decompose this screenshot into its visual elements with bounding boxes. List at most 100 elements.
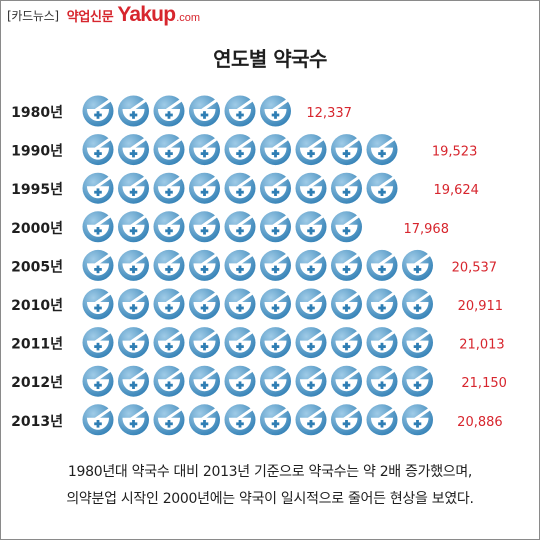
pharmacy-mortar-icon xyxy=(153,365,185,398)
pharmacy-mortar-icon xyxy=(224,95,256,127)
pharmacy-mortar-icon xyxy=(366,249,398,282)
pharmacy-mortar-icon xyxy=(330,288,363,320)
value-label: 20,911 xyxy=(458,299,504,314)
pharmacy-mortar-icon xyxy=(366,172,398,205)
pharmacy-mortar-icon xyxy=(153,95,185,127)
pharmacy-mortar-icon xyxy=(330,326,363,359)
value-label: 19,624 xyxy=(433,183,479,198)
pharmacy-mortar-icon xyxy=(259,172,292,205)
pharmacy-mortar-icon xyxy=(153,288,185,320)
pharmacy-mortar-icon xyxy=(366,133,398,166)
row-label: 1980년 xyxy=(11,105,63,121)
row-label: 2000년 xyxy=(11,221,63,237)
pharmacy-mortar-icon xyxy=(401,326,434,359)
pharmacy-mortar-icon xyxy=(330,133,363,166)
pharmacy-mortar-icon xyxy=(153,210,185,243)
pharmacy-mortar-icon xyxy=(295,249,327,282)
card-news-tag: [카드뉴스] xyxy=(7,8,59,23)
row-label: 2012년 xyxy=(11,375,63,391)
pharmacy-mortar-icon xyxy=(188,326,221,359)
pharmacy-mortar-icon xyxy=(117,326,150,359)
caption: 1980년대 약국수 대비 2013년 기준으로 약국수는 약 2배 증가했으며… xyxy=(1,459,539,513)
value-label: 19,523 xyxy=(432,145,478,160)
pharmacy-mortar-icon xyxy=(82,172,114,205)
pharmacy-mortar-icon xyxy=(188,403,221,436)
value-label: 21,150 xyxy=(461,376,507,391)
chart-title: 연도별 약국수 xyxy=(213,47,327,71)
pharmacy-mortar-icon xyxy=(401,249,434,282)
pharmacy-mortar-icon xyxy=(295,288,327,320)
pharmacy-mortar-icon xyxy=(401,365,434,398)
pharmacy-mortar-icon xyxy=(259,210,292,243)
pharmacy-mortar-icon xyxy=(188,249,221,282)
pharmacy-mortar-icon xyxy=(224,326,256,359)
pharmacy-mortar-icon xyxy=(188,365,221,398)
caption-line-1: 1980년대 약국수 대비 2013년 기준으로 약국수는 약 2배 증가했으며… xyxy=(67,464,473,480)
pharmacy-mortar-icon xyxy=(188,288,221,320)
pharmacy-mortar-icon xyxy=(224,133,256,166)
row-label: 2010년 xyxy=(11,298,63,314)
pharmacy-mortar-icon xyxy=(295,172,327,205)
pharmacy-mortar-icon xyxy=(401,288,434,320)
value-label: 20,537 xyxy=(452,260,498,275)
pharmacy-mortar-icon xyxy=(82,365,114,398)
brand-domain: .com xyxy=(176,12,201,24)
pharmacy-mortar-icon xyxy=(259,326,292,359)
pharmacy-mortar-icon xyxy=(153,172,185,205)
pharmacy-mortar-icon xyxy=(153,403,185,436)
pharmacy-mortar-icon xyxy=(295,133,327,166)
pharmacy-mortar-icon xyxy=(224,210,256,243)
value-label: 17,968 xyxy=(403,222,449,237)
pharmacy-mortar-icon xyxy=(330,403,363,436)
pharmacy-mortar-icon xyxy=(259,403,292,436)
pharmacy-mortar-icon xyxy=(224,288,256,320)
pharmacy-mortar-icon xyxy=(117,365,150,398)
pharmacy-mortar-icon xyxy=(117,95,150,127)
pharmacy-mortar-icon xyxy=(188,95,221,127)
pharmacy-mortar-icon xyxy=(153,326,185,359)
pharmacy-mortar-icon xyxy=(259,95,292,127)
pharmacy-mortar-icon xyxy=(82,249,114,282)
row-label: 2005년 xyxy=(11,259,63,275)
header: [카드뉴스] 약업신문 Yakup .com xyxy=(7,3,201,26)
pharmacy-mortar-icon xyxy=(224,172,256,205)
row-label: 1990년 xyxy=(11,144,63,160)
value-label: 20,886 xyxy=(457,415,503,430)
pharmacy-mortar-icon xyxy=(401,403,434,436)
pharmacy-mortar-icon xyxy=(153,249,185,282)
pharmacy-mortar-icon xyxy=(188,133,221,166)
pharmacy-mortar-icon xyxy=(259,133,292,166)
pharmacy-mortar-icon xyxy=(295,210,327,243)
pharmacy-mortar-icon xyxy=(259,288,292,320)
pharmacy-mortar-icon xyxy=(188,210,221,243)
pharmacy-mortar-icon xyxy=(117,210,150,243)
pharmacy-mortar-icon xyxy=(224,249,256,282)
row-label: 1995년 xyxy=(11,182,63,198)
pharmacy-mortar-icon xyxy=(117,172,150,205)
pharmacy-mortar-icon xyxy=(330,249,363,282)
pharmacy-mortar-icon xyxy=(153,133,185,166)
pharmacy-mortar-icon xyxy=(117,249,150,282)
value-label: 12,337 xyxy=(306,106,352,121)
pharmacy-mortar-icon xyxy=(259,249,292,282)
pharmacy-mortar-icon xyxy=(259,365,292,398)
brand-logo: Yakup xyxy=(117,3,176,26)
pharmacy-mortar-icon xyxy=(82,326,114,359)
pharmacy-mortar-icon xyxy=(330,365,363,398)
pharmacy-mortar-icon xyxy=(295,326,327,359)
pharmacy-mortar-icon xyxy=(366,365,398,398)
pharmacy-mortar-icon xyxy=(82,288,114,320)
pharmacy-mortar-icon xyxy=(188,172,221,205)
caption-line-2: 의약분업 시작인 2000년에는 약국이 일시적으로 줄어든 현상을 보였다. xyxy=(66,491,474,507)
row-label: 2011년 xyxy=(11,337,63,353)
pharmacy-mortar-icon-partial xyxy=(401,172,428,205)
pharmacy-mortar-icon xyxy=(224,403,256,436)
pharmacy-mortar-icon xyxy=(330,210,363,243)
pharmacy-mortar-icon xyxy=(330,172,363,205)
pharmacy-mortar-icon-partial xyxy=(401,133,426,166)
pharmacy-mortar-icon xyxy=(82,210,114,243)
pharmacy-mortar-icon xyxy=(366,288,398,320)
pharmacy-mortar-icon xyxy=(82,95,114,127)
pharmacy-mortar-icon xyxy=(224,365,256,398)
